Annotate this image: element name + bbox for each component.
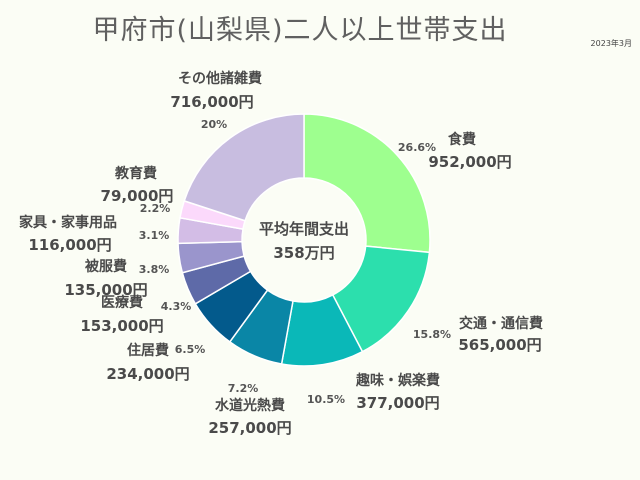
slice-label-name: 水道光熱費	[215, 397, 285, 414]
slice-label-name: 趣味・娯楽費	[355, 372, 440, 389]
slice-label-value: 716,000円	[170, 93, 253, 111]
center-label-value: 358万円	[273, 244, 334, 262]
slice-label-percent: 4.3%	[161, 300, 192, 313]
slice-label-percent: 26.6%	[398, 141, 436, 154]
slice-label-percent: 10.5%	[307, 393, 345, 406]
slice-label-value: 79,000円	[101, 187, 174, 205]
slice-label-name: 医療費	[101, 294, 143, 311]
slice-label-value: 952,000円	[428, 153, 511, 171]
slice-label-percent: 3.1%	[139, 229, 170, 242]
slice-label-percent: 6.5%	[175, 343, 206, 356]
slice-label-name: その他諸雑費	[178, 70, 262, 87]
slice-label-value: 377,000円	[356, 394, 439, 412]
slice-label-value: 153,000円	[80, 317, 163, 335]
slice-label-name: 住居費	[127, 342, 169, 359]
slice-label-value: 234,000円	[106, 365, 189, 383]
slice-label-name: 被服費	[85, 258, 127, 275]
slice-label-value: 565,000円	[458, 336, 541, 354]
slice-label-percent: 2.2%	[140, 202, 171, 215]
slice-0	[303, 113, 431, 254]
slice-label-name: 食費	[448, 131, 476, 148]
slice-label-name: 家具・家事用品	[19, 214, 117, 231]
slice-label-percent: 3.8%	[139, 263, 170, 276]
date-label: 2023年3月	[590, 39, 632, 48]
slice-label-percent: 7.2%	[228, 382, 259, 395]
slice-label-value: 116,000円	[28, 236, 111, 254]
slice-label-value: 257,000円	[208, 419, 291, 437]
slice-label-percent: 20%	[201, 118, 227, 131]
chart-title: 甲府市(山梨県)二人以上世帯支出	[92, 15, 508, 46]
slice-9	[183, 113, 305, 222]
donut-slices	[177, 113, 431, 367]
slice-label-percent: 15.8%	[413, 328, 451, 341]
center-label-title: 平均年間支出	[259, 220, 349, 238]
slice-label-value: 135,000円	[64, 281, 147, 299]
slice-label-name: 教育費	[115, 165, 157, 182]
slice-label-name: 交通・通信費	[459, 315, 543, 332]
